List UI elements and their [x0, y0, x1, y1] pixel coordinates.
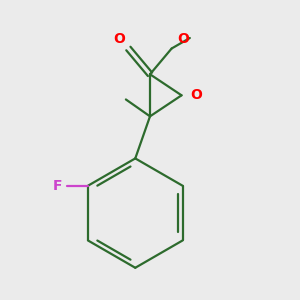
Text: O: O [113, 32, 125, 46]
Text: F: F [53, 179, 63, 193]
Text: O: O [190, 88, 202, 102]
Text: O: O [177, 32, 189, 46]
